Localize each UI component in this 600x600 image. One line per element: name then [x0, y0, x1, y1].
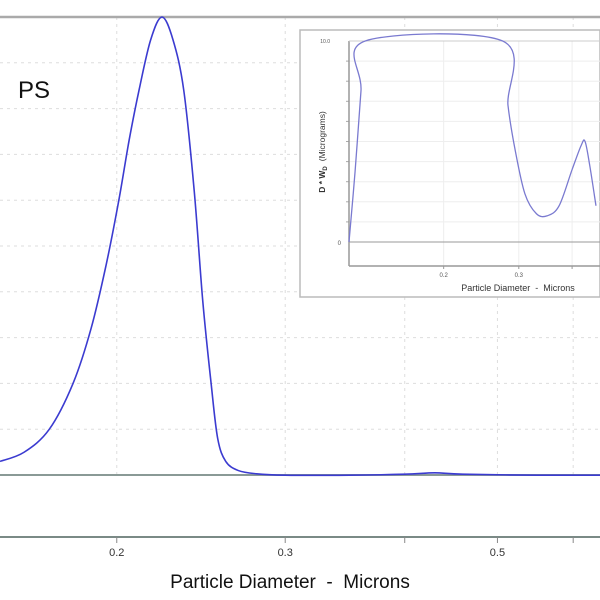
inset-y-label-units: (Micrograms) [317, 111, 327, 161]
main-series-line [0, 16, 600, 477]
inset-x-axis-label: Particle Diameter - Microns [461, 283, 575, 293]
inset-x-ticks: 0.2 0.3 [439, 266, 573, 279]
inset-y-axis-label: D * WD (Micrograms) [317, 111, 329, 193]
main-x-axis-label: Particle Diameter - Microns [170, 572, 410, 593]
main-annotation: PS [18, 77, 50, 104]
main-x-tick-label: 0.2 [109, 547, 124, 559]
main-x-tick-label: 0.3 [278, 547, 293, 559]
inset-y-label-main: D * W [317, 170, 327, 193]
main-x-ticks: 0.2 0.3 0.5 [109, 537, 574, 559]
inset-x-tick-label: 0.2 [439, 273, 448, 279]
inset-y-tick-label-zero: 0 [338, 241, 342, 247]
inset-x-tick-label: 0.3 [515, 273, 524, 279]
inset-chart: 0.2 0.3 0 10.0 D * WD (Micrograms) Particl… [299, 29, 600, 298]
inset-series-line [348, 33, 597, 242]
inset-y-label-subscript: D [323, 166, 329, 171]
main-x-tick-label: 0.5 [490, 547, 505, 559]
inset-y-tick-label-top: 10.0 [320, 39, 330, 45]
inset-frame [299, 29, 600, 298]
